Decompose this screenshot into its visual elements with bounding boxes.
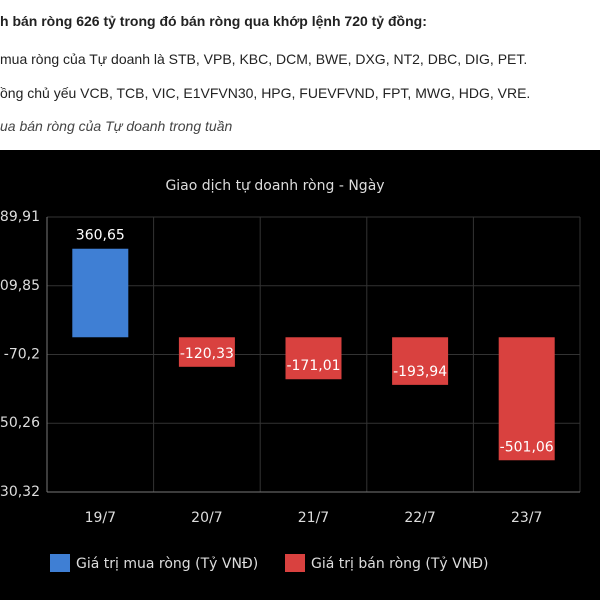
article-line: ồng chủ yếu VCB, TCB, VIC, E1VFVN30, HPG…: [0, 85, 531, 101]
x-tick-label: 21/7: [298, 510, 329, 526]
chart-title: Giao dịch tự doanh ròng - Ngày: [165, 178, 384, 194]
article-line: ua bán ròng của Tự doanh trong tuần: [0, 118, 233, 134]
y-tick-label: 89,91: [0, 209, 40, 225]
article-line: h bán ròng 626 tỷ trong đó bán ròng qua …: [0, 13, 427, 29]
bar: [392, 337, 449, 385]
article-line: mua ròng của Tự doanh là STB, VPB, KBC, …: [0, 51, 528, 67]
x-tick-label: 19/7: [85, 510, 116, 526]
legend-label: Giá trị bán ròng (Tỷ VNĐ): [311, 556, 488, 572]
bar: [498, 337, 555, 461]
y-tick-label: 09,85: [0, 278, 40, 294]
data-label: -120,33: [180, 346, 234, 362]
data-label: -501,06: [500, 439, 554, 455]
bar: [72, 248, 129, 338]
data-label: 360,65: [76, 228, 125, 244]
y-tick-label: 50,26: [0, 415, 40, 431]
x-tick-label: 20/7: [191, 510, 222, 526]
bar: [178, 337, 235, 367]
x-tick-label: 23/7: [511, 510, 542, 526]
y-tick-label: -70,2: [4, 346, 40, 362]
x-tick-label: 22/7: [404, 510, 435, 526]
legend-swatch: [50, 554, 70, 572]
legend-swatch: [285, 554, 305, 572]
y-tick-label: 30,32: [0, 484, 40, 500]
data-label: -171,01: [286, 358, 340, 374]
legend-label: Giá trị mua ròng (Tỷ VNĐ): [76, 556, 258, 572]
bar: [285, 337, 342, 380]
data-label: -193,94: [393, 364, 447, 380]
